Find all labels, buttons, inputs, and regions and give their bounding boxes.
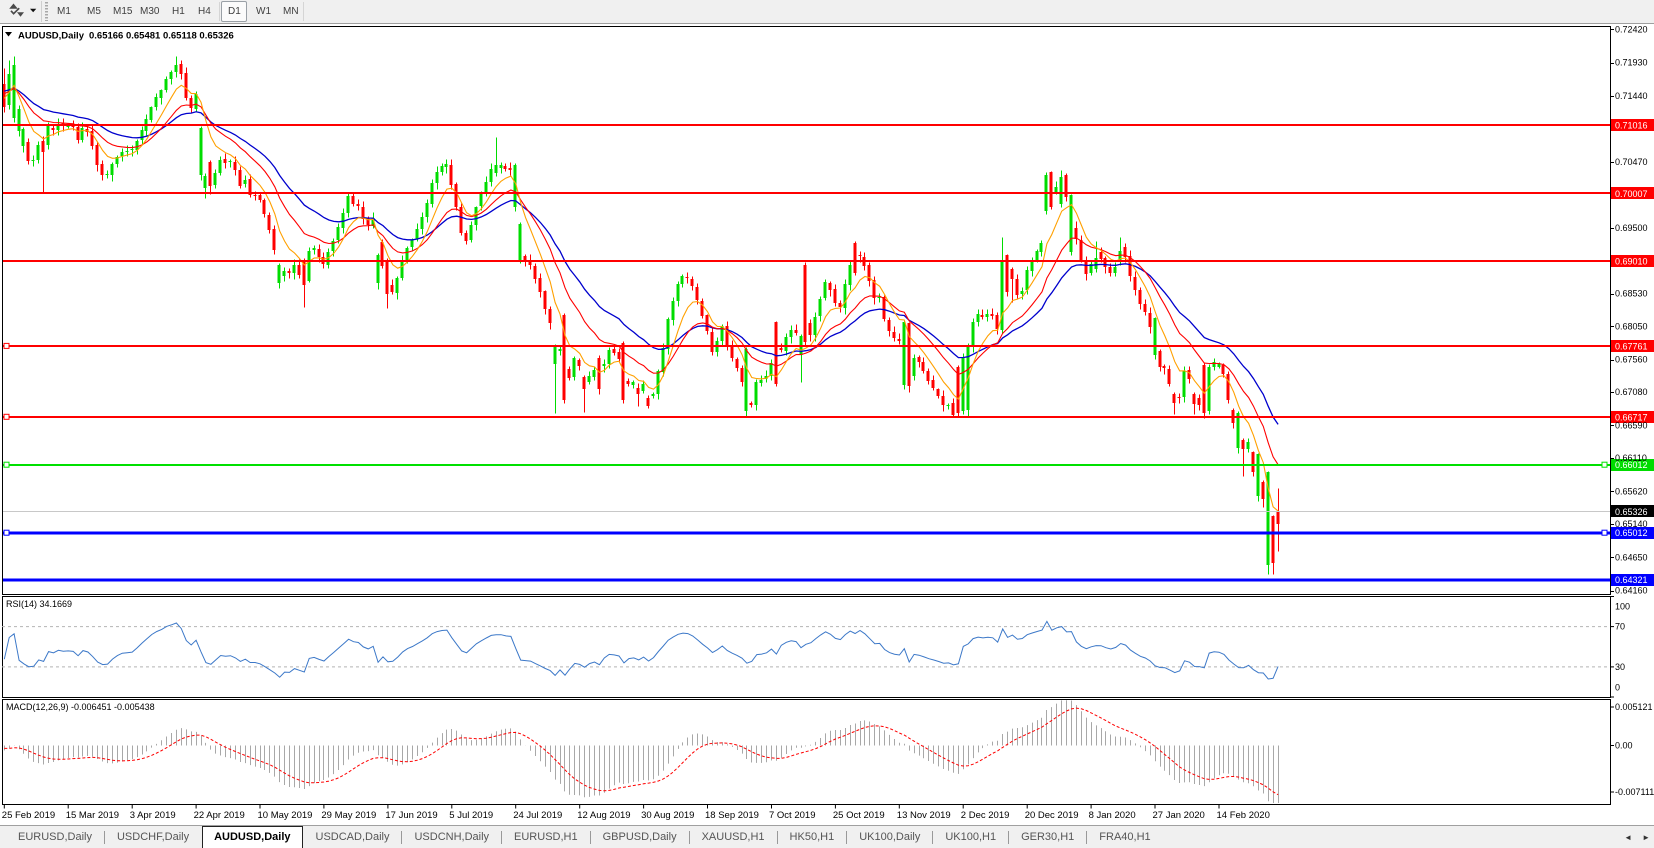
svg-text:29 May 2019: 29 May 2019 [321,810,376,821]
svg-text:30 Aug 2019: 30 Aug 2019 [641,810,694,821]
svg-text:0.70470: 0.70470 [1615,157,1648,167]
svg-text:22 Apr 2019: 22 Apr 2019 [194,810,245,821]
svg-text:100: 100 [1615,601,1630,611]
svg-text:0.65140: 0.65140 [1615,519,1648,529]
svg-text:18 Sep 2019: 18 Sep 2019 [705,810,759,821]
svg-text:17 Jun 2019: 17 Jun 2019 [385,810,437,821]
svg-text:0.68530: 0.68530 [1615,289,1648,299]
svg-text:0.71930: 0.71930 [1615,58,1648,68]
svg-text:0.00: 0.00 [1615,741,1633,751]
svg-text:0.71016: 0.71016 [1615,120,1648,130]
svg-text:0.72420: 0.72420 [1615,24,1648,34]
svg-text:0.71440: 0.71440 [1615,91,1648,101]
svg-text:0.66590: 0.66590 [1615,421,1648,431]
svg-text:-0.007111: -0.007111 [1615,787,1654,797]
svg-text:13 Nov 2019: 13 Nov 2019 [897,810,951,821]
svg-text:0.68050: 0.68050 [1615,321,1648,331]
svg-text:70: 70 [1615,622,1625,632]
svg-text:30: 30 [1615,662,1625,672]
svg-text:0: 0 [1615,682,1620,692]
svg-text:0.65012: 0.65012 [1615,528,1648,538]
svg-text:0.67560: 0.67560 [1615,355,1648,365]
svg-text:RSI(14) 34.1669: RSI(14) 34.1669 [6,599,72,609]
svg-text:0.65326: 0.65326 [1615,507,1648,517]
svg-text:0.69500: 0.69500 [1615,223,1648,233]
svg-text:2 Dec 2019: 2 Dec 2019 [961,810,1010,821]
svg-text:MACD(12,26,9) -0.006451 -0.005: MACD(12,26,9) -0.006451 -0.005438 [6,702,155,712]
svg-text:0.64321: 0.64321 [1615,575,1648,585]
svg-text:27 Jan 2020: 27 Jan 2020 [1153,810,1205,821]
svg-text:0.66110: 0.66110 [1615,453,1647,463]
svg-text:25 Oct 2019: 25 Oct 2019 [833,810,885,821]
svg-text:0.69010: 0.69010 [1615,257,1648,267]
svg-text:3 Apr 2019: 3 Apr 2019 [130,810,176,821]
svg-text:20 Dec 2019: 20 Dec 2019 [1025,810,1079,821]
svg-text:0.70007: 0.70007 [1615,189,1648,199]
svg-text:0.66717: 0.66717 [1615,412,1648,422]
svg-text:0.64160: 0.64160 [1615,586,1648,596]
svg-text:24 Jul 2019: 24 Jul 2019 [513,810,562,821]
svg-text:AUDUSD,Daily: AUDUSD,Daily [18,31,85,42]
svg-text:0.005121: 0.005121 [1615,702,1653,712]
svg-text:0.67761: 0.67761 [1615,341,1648,351]
svg-text:15 Mar 2019: 15 Mar 2019 [66,810,119,821]
svg-text:14 Feb 2020: 14 Feb 2020 [1217,810,1270,821]
svg-text:0.65620: 0.65620 [1615,486,1648,496]
svg-text:0.64650: 0.64650 [1615,552,1648,562]
svg-text:0.65166 0.65481 0.65118 0.6532: 0.65166 0.65481 0.65118 0.65326 [89,31,234,42]
svg-text:10 May 2019: 10 May 2019 [258,810,313,821]
svg-text:25 Feb 2019: 25 Feb 2019 [2,810,55,821]
svg-text:0.66012: 0.66012 [1615,460,1648,470]
svg-text:8 Jan 2020: 8 Jan 2020 [1089,810,1136,821]
svg-text:0.67080: 0.67080 [1615,387,1648,397]
svg-text:5 Jul 2019: 5 Jul 2019 [449,810,493,821]
svg-text:12 Aug 2019: 12 Aug 2019 [577,810,630,821]
svg-text:7 Oct 2019: 7 Oct 2019 [769,810,815,821]
